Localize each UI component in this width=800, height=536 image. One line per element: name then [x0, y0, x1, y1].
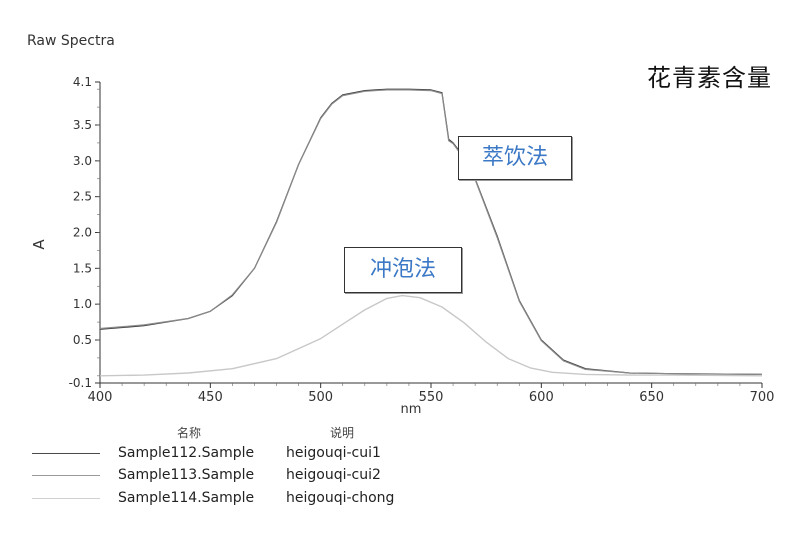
legend-swatch [32, 453, 100, 454]
y-tick-label: 1.5 [73, 261, 92, 275]
legend-description: heigouqi-cui2 [286, 467, 381, 483]
x-tick-label: 500 [308, 390, 333, 405]
y-tick-label: -0.1 [69, 376, 92, 390]
legend-row: Sample114.Sample heigouqi-chong [0, 489, 800, 509]
legend-desc-header: 说明 [330, 426, 355, 440]
y-tick-label: 2.5 [73, 190, 92, 204]
chart-title: 花青素含量 [647, 64, 772, 92]
window-title: Raw Spectra [27, 33, 115, 49]
legend-sample-name: Sample112.Sample [118, 445, 255, 461]
series-line-heigouqi-chong [99, 294, 763, 377]
series-line-heigouqi-cui2 [99, 89, 763, 375]
legend-swatch [32, 498, 100, 499]
x-tick-label: 450 [198, 390, 223, 405]
legend-sample-name: Sample113.Sample [118, 467, 255, 483]
series-line-heigouqi-cui1 [99, 88, 763, 375]
y-tick-label: 1.0 [73, 297, 92, 311]
legend-row: Sample113.Sample heigouqi-cui2 [0, 466, 800, 486]
y-tick-label: 2.0 [73, 226, 92, 240]
x-tick-label: 600 [529, 390, 554, 405]
x-axis-label: nm [401, 402, 422, 417]
y-tick-label: 0.5 [73, 333, 92, 347]
legend-swatch [32, 475, 100, 476]
legend-description: heigouqi-chong [286, 490, 395, 506]
x-tick-label: 400 [88, 390, 113, 405]
y-tick-label: 3.5 [73, 118, 92, 132]
legend-name-header: 名称 [177, 426, 202, 440]
y-tick-label: 4.1 [73, 75, 92, 89]
callout-cuiyin-method: 萃饮法 [458, 136, 572, 180]
y-axis-label: A [30, 239, 48, 250]
x-tick-label: 550 [419, 390, 444, 405]
y-tick-label: 3.0 [73, 154, 92, 168]
legend-description: heigouqi-cui1 [286, 445, 381, 461]
legend-row: Sample112.Sample heigouqi-cui1 [0, 444, 800, 464]
x-tick-label: 700 [750, 390, 775, 405]
legend-sample-name: Sample114.Sample [118, 490, 255, 506]
callout-chongpao-method: 冲泡法 [344, 247, 462, 293]
x-tick-label: 650 [639, 390, 664, 405]
